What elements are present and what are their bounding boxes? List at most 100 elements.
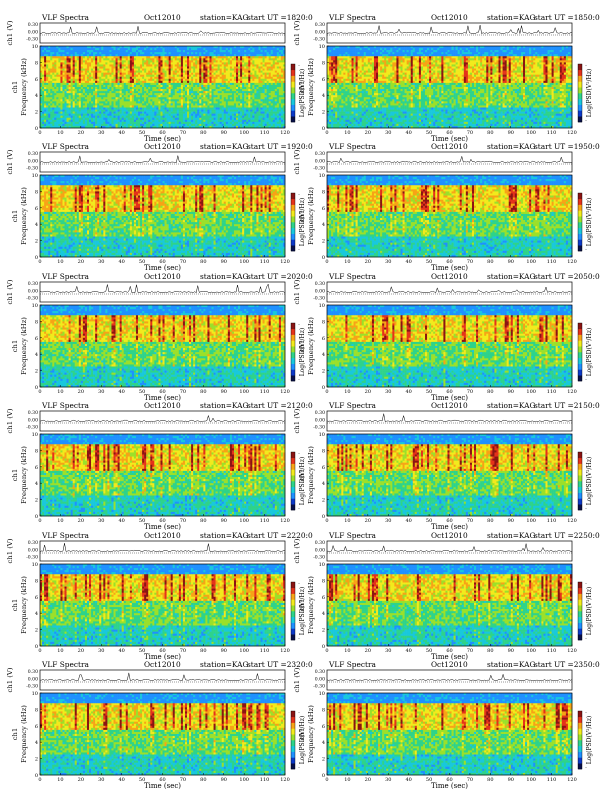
spectrogram-cell (246, 50, 249, 53)
spectrogram-cell (268, 54, 272, 57)
spectrogram-cell (229, 50, 233, 53)
spectrogram-cell (58, 46, 61, 49)
spectrogram-cell (282, 46, 286, 49)
spectrogram-cell (111, 46, 114, 49)
spectrogram-cell (105, 50, 108, 53)
spectrogram-cell (225, 52, 229, 55)
spectrogram-cell (66, 46, 69, 49)
spectrogram-cell (142, 50, 145, 53)
spectrogram-cell (254, 46, 257, 49)
spectrogram-cell (107, 50, 110, 53)
spectrogram-cell (168, 50, 171, 53)
spectrogram-cell (146, 54, 149, 57)
spectrogram-cell (129, 48, 133, 51)
spectrogram-cell (176, 48, 180, 51)
spectrogram-cell (133, 54, 137, 57)
spectrogram-cell (174, 54, 178, 57)
spectrogram-cell (113, 50, 116, 53)
spectrogram-cell (154, 56, 157, 59)
spectrogram-cell (76, 46, 80, 49)
spectrogram-cell (131, 48, 135, 51)
spectrogram-cell (107, 56, 110, 59)
spectrogram-cell (119, 52, 122, 55)
spectrogram-cell (107, 46, 110, 49)
spectrogram-cell (142, 56, 145, 59)
spectrogram-cell (160, 48, 163, 51)
spectrogram-cell (93, 48, 96, 51)
spectrogram-cell (209, 54, 212, 57)
spectrogram-cell (40, 48, 43, 51)
spectrogram-cell (72, 50, 76, 53)
spectrogram-cell (174, 56, 178, 59)
ch1-tick-label: 0.30 (28, 22, 38, 28)
spectrogram-cell (70, 48, 73, 51)
spectrogram-cell (201, 48, 204, 51)
spectrogram-cell (70, 56, 73, 59)
spectrogram-cell (250, 52, 253, 55)
spectrogram-cell (78, 52, 82, 55)
spectrogram-cell (236, 54, 239, 57)
spectrogram-cell (258, 46, 261, 49)
spectrogram-cell (95, 52, 98, 55)
spectrogram-cell (148, 50, 151, 53)
spectrogram-cell (182, 50, 186, 53)
spectrogram-cell (258, 52, 261, 55)
spectrogram-cell (158, 56, 161, 59)
spectrogram-cell (248, 46, 251, 49)
spectrogram-cell (148, 52, 151, 55)
spectrogram-cell (119, 50, 122, 53)
spectrogram-cell (152, 54, 155, 57)
spectrogram-cell (40, 46, 43, 49)
spectrogram-cell (80, 56, 84, 59)
spectrogram-cell (170, 50, 174, 53)
spectrogram-cell (115, 48, 118, 51)
spectrogram-cell (282, 54, 286, 57)
spectrogram-cell (168, 56, 171, 59)
spectrogram-cell (97, 48, 100, 51)
spectrogram-cell (56, 52, 59, 55)
spectrogram-cell (231, 46, 235, 49)
spectrogram-cell (280, 48, 284, 51)
spectrogram-cell (191, 54, 194, 57)
spectrogram-cell (203, 52, 206, 55)
spectrogram-cell (123, 50, 127, 53)
spectrogram-cell (197, 50, 200, 53)
spectrogram-cell (140, 52, 143, 55)
spectrogram-cell (268, 50, 272, 53)
spectrogram-cell (158, 52, 161, 55)
spectrogram-cell (60, 50, 63, 53)
spectrogram-cell (276, 46, 280, 49)
spectrogram-cell (78, 54, 82, 57)
spectrogram-cell (178, 48, 182, 51)
spectrogram-cell (105, 56, 108, 59)
spectrogram-cell (242, 48, 245, 51)
spectrogram-cell (252, 54, 255, 57)
spectrogram-cell (180, 46, 184, 49)
spectrogram-cell (125, 54, 129, 57)
spectrogram-cell (93, 54, 96, 57)
spectrogram-cell (170, 56, 174, 59)
spectrogram-cell (266, 52, 269, 55)
spectrogram-cell (97, 46, 100, 49)
spectrogram-cell (60, 48, 63, 51)
spectrogram-cell (168, 46, 171, 49)
spectrogram-cell (50, 52, 53, 55)
spectrogram-cell (174, 50, 178, 53)
spectrogram-cell (282, 52, 286, 55)
spectrogram-cell (248, 48, 251, 51)
spectrogram-cell (105, 46, 108, 49)
spectrogram-cell (205, 46, 208, 49)
spectrogram-cell (142, 54, 145, 57)
spectrogram-cell (164, 50, 167, 53)
spectrogram-cell (272, 54, 276, 57)
spectrogram-cell (252, 50, 255, 53)
spectrogram-cell (272, 50, 276, 53)
spectrogram-cell (119, 54, 122, 57)
spectrogram-cell (278, 54, 282, 57)
spectrogram-cell (219, 48, 223, 51)
spectrogram-cell (191, 46, 194, 49)
spectrogram-cell (123, 56, 127, 59)
spectrogram-cell (62, 50, 65, 53)
spectrogram-cell (217, 48, 220, 51)
spectrogram-cell (184, 48, 188, 51)
